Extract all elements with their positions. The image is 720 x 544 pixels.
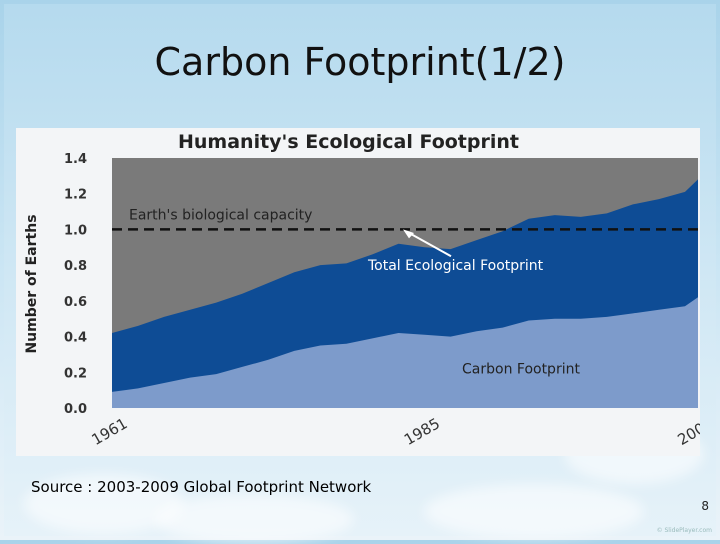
slide-title: Carbon Footprint(1/2) [154, 40, 566, 84]
footprint-chart: Humanity's Ecological Footprint Number o… [24, 131, 717, 449]
y-tick-label: 0.4 [64, 331, 87, 346]
biocapacity-label: Earth's biological capacity [129, 207, 312, 223]
carbon-footprint-area [112, 297, 698, 408]
x-tick-label: 2006 [674, 414, 700, 449]
page-number: 8 [701, 499, 709, 513]
y-tick-label: 0.8 [64, 259, 87, 274]
total-footprint-arrow [405, 230, 452, 258]
carbon-footprint-label: Carbon Footprint [462, 362, 580, 378]
y-tick-label: 1.4 [64, 152, 87, 167]
y-tick-label: 0.6 [64, 295, 87, 310]
chart-container: Humanity's Ecological Footprint Number o… [16, 128, 717, 456]
source-citation: Source : 2003-2009 Global Footprint Netw… [31, 478, 372, 496]
y-tick-label: 0.0 [64, 402, 87, 417]
x-tick-label: 1961 [88, 414, 130, 449]
chart-title: Humanity's Ecological Footprint [178, 131, 519, 153]
total-footprint-label: Total Ecological Footprint [367, 258, 544, 274]
y-tick-label: 1.2 [64, 188, 87, 203]
watermark: © SlidePlayer.com [656, 527, 712, 534]
x-tick-label: 1985 [401, 414, 443, 449]
y-tick-label: 0.2 [64, 366, 87, 381]
y-tick-label: 1.0 [64, 223, 87, 238]
y-axis-label: Number of Earths [24, 214, 40, 353]
total-footprint-arrowhead [403, 229, 414, 239]
